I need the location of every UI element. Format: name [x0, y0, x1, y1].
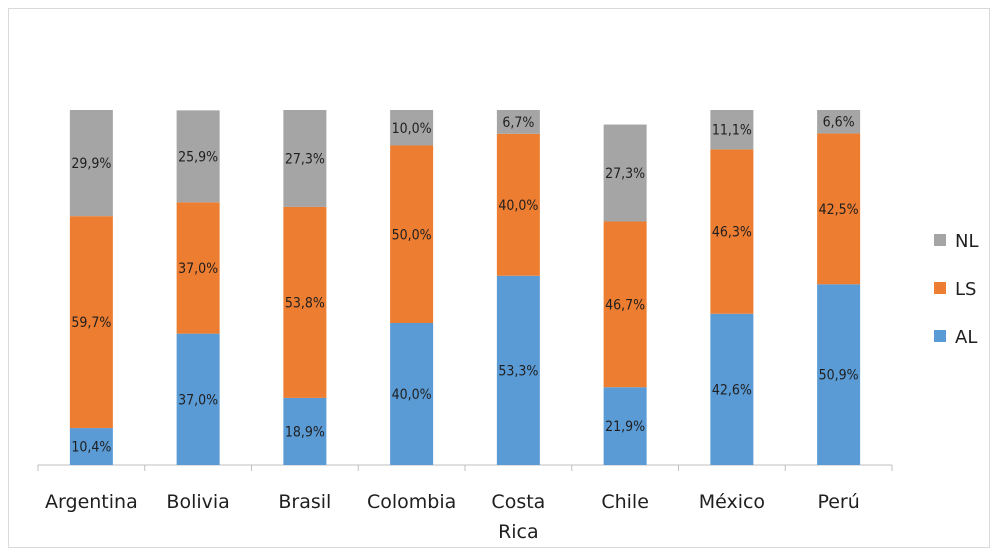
bar-ls-3: [283, 206, 327, 398]
x-axis-ticks: [37, 465, 893, 471]
category-labels-group: Argentina Bolivia Brasil Colombia Costa Rica C…: [45, 491, 860, 543]
chart-frame: [8, 8, 990, 548]
data-label-ls-5: 40,0%: [498, 198, 538, 214]
data-label-ls-1: 59,7%: [71, 315, 111, 331]
legend-swatch-nl: [934, 234, 946, 246]
data-label-ls-3: 53,8%: [285, 295, 325, 311]
data-label-al-3: 18,9%: [285, 424, 325, 440]
category-label-1: Argentina: [45, 491, 138, 513]
bar-nl-5: [496, 110, 540, 134]
data-label-al-2: 37,0%: [178, 392, 218, 408]
bar-ls-1: [69, 216, 113, 429]
category-label-4: Colombia: [367, 491, 456, 513]
bar-al-8: [817, 284, 861, 465]
bar-al-1: [69, 428, 113, 465]
bar-nl-6: [603, 124, 647, 222]
bar-nl-7: [710, 110, 754, 150]
bar-nl-8: [817, 110, 861, 134]
segment-labels-group: 10,4% 59,7% 29,9% 37,0% 37,0% 25,9% 18,9% 53,8%…: [71, 115, 858, 456]
bar-nl-3: [283, 110, 327, 207]
bar-ls-7: [710, 149, 754, 314]
category-label-6: Chile: [601, 491, 649, 513]
bar-nl-2: [176, 110, 220, 203]
category-label-5-line-1: Costa: [491, 491, 545, 513]
data-label-al-6: 21,9%: [605, 419, 645, 435]
bar-al-2: [176, 333, 220, 465]
category-label-3: Brasil: [278, 491, 331, 513]
data-label-nl-7: 11,1%: [712, 123, 752, 139]
data-label-nl-8: 6,6%: [823, 115, 855, 131]
bar-ls-5: [496, 133, 540, 276]
data-label-ls-7: 46,3%: [712, 225, 752, 241]
legend-swatch-al: [934, 330, 946, 342]
data-label-nl-6: 27,3%: [605, 166, 645, 182]
bar-al-5: [496, 275, 540, 465]
category-label-8: Perú: [817, 491, 859, 513]
bars-group: [69, 110, 861, 465]
bar-al-4: [390, 323, 434, 465]
data-label-al-4: 40,0%: [392, 387, 432, 403]
category-label-2: Bolivia: [166, 491, 229, 513]
legend-label-ls: LS: [955, 279, 976, 300]
category-label-5-line-2: Rica: [498, 521, 539, 543]
data-label-nl-5: 6,7%: [502, 115, 534, 131]
data-label-ls-8: 42,5%: [819, 202, 859, 218]
data-label-ls-6: 46,7%: [605, 297, 645, 313]
data-label-nl-3: 27,3%: [285, 151, 325, 167]
legend-swatch-ls: [934, 282, 946, 294]
bar-ls-8: [817, 133, 861, 285]
data-label-al-7: 42,6%: [712, 382, 752, 398]
data-label-al-8: 50,9%: [819, 368, 859, 384]
bar-ls-4: [390, 145, 434, 323]
data-label-al-1: 10,4%: [71, 440, 111, 456]
legend: NL LS AL: [934, 231, 979, 348]
category-label-7: México: [699, 491, 765, 513]
bar-al-6: [603, 387, 647, 465]
data-label-ls-4: 50,0%: [392, 227, 432, 243]
bar-ls-6: [603, 221, 647, 388]
bar-al-7: [710, 313, 754, 465]
bar-al-3: [283, 397, 327, 465]
data-label-nl-1: 29,9%: [71, 156, 111, 172]
data-label-nl-2: 25,9%: [178, 149, 218, 165]
bar-nl-1: [69, 110, 113, 217]
data-label-al-5: 53,3%: [498, 363, 538, 379]
data-label-nl-4: 10,0%: [392, 121, 432, 137]
legend-label-al: AL: [955, 327, 977, 348]
bar-nl-4: [390, 110, 434, 146]
data-label-ls-2: 37,0%: [178, 261, 218, 277]
legend-label-nl: NL: [955, 231, 979, 252]
bar-ls-2: [176, 202, 220, 334]
